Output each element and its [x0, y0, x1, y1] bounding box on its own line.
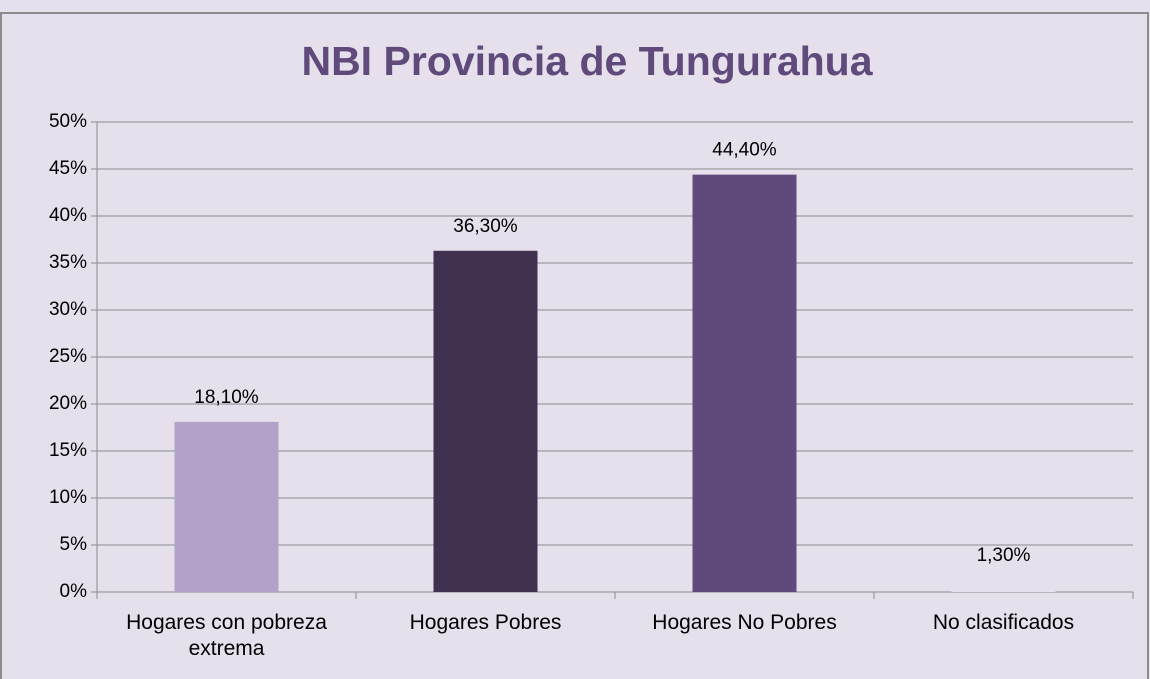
y-tick-label: 15%: [49, 440, 87, 461]
chart-border: [0, 12, 1149, 679]
y-tick-label: 0%: [60, 581, 88, 602]
y-tick-label: 40%: [49, 205, 87, 226]
x-tick-label: No clasificados: [932, 611, 1075, 634]
bar: [433, 250, 538, 592]
data-label: 18,10%: [194, 387, 259, 408]
y-tick-label: 20%: [49, 393, 87, 414]
y-tick-label: 50%: [49, 111, 87, 132]
x-tick-label: Hogares No Pobres: [652, 611, 837, 634]
chart-title: NBI Provincia de Tungurahua: [301, 38, 873, 84]
y-tick-label: 45%: [49, 158, 87, 179]
bar: [951, 579, 1056, 592]
y-tick-label: 35%: [49, 252, 87, 273]
bar: [692, 174, 797, 592]
bar: [174, 421, 279, 592]
x-tick-label: Hogares con pobreza extrema: [126, 611, 327, 660]
data-label: 36,30%: [453, 216, 518, 237]
x-tick-label: Hogares Pobres: [409, 611, 562, 634]
y-tick-label: 10%: [49, 487, 87, 508]
y-tick-label: 25%: [49, 346, 87, 367]
y-tick-label: 5%: [60, 534, 88, 555]
y-tick-label: 30%: [49, 299, 87, 320]
data-label: 44,40%: [712, 140, 777, 161]
data-label: 1,30%: [977, 545, 1031, 566]
